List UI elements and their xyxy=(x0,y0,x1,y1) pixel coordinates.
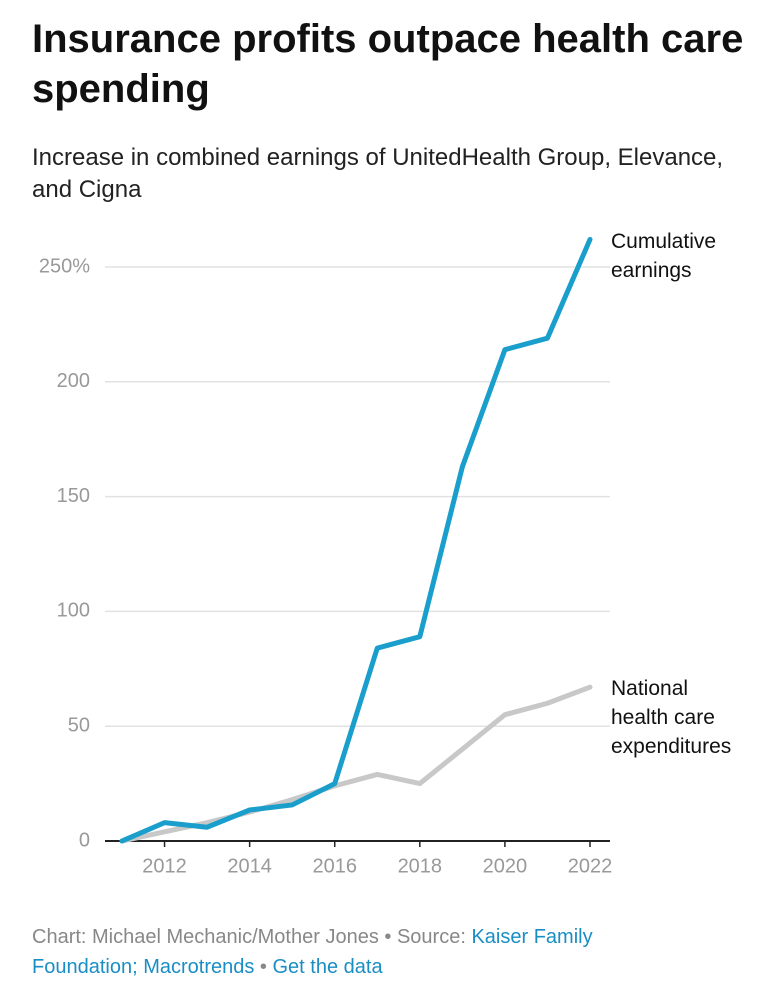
footer: Chart: Michael Mechanic/Mother Jones • S… xyxy=(32,922,692,982)
credit: Chart: Michael Mechanic/Mother Jones xyxy=(32,926,379,948)
data-link[interactable]: Get the data xyxy=(272,956,383,978)
source-label: Source: xyxy=(396,926,466,948)
x-tick-label: 2018 xyxy=(398,855,443,877)
x-tick-label: 2020 xyxy=(483,855,528,877)
series-line xyxy=(119,236,593,844)
separator: • xyxy=(384,926,392,948)
y-tick-label: 200 xyxy=(57,370,90,392)
x-tick-label: 2014 xyxy=(227,855,272,877)
series-label: Cumulative earnings xyxy=(611,230,717,282)
y-tick-label: 0 xyxy=(79,829,90,851)
chart-title: Insurance profits outpace health care sp… xyxy=(32,17,744,111)
x-tick-label: 2022 xyxy=(568,855,613,877)
y-tick-label: 250% xyxy=(39,255,90,277)
series-label: National health care expenditures xyxy=(611,677,732,758)
chart-subtitle: Increase in combined earnings of UnitedH… xyxy=(32,144,724,203)
y-tick-label: 50 xyxy=(68,714,90,736)
y-tick-label: 150 xyxy=(57,485,90,507)
separator: • xyxy=(259,956,267,978)
y-tick-label: 100 xyxy=(57,600,90,622)
source-link[interactable]: Kaiser Family Foundation; Macrotrends xyxy=(32,926,593,978)
x-tick-label: 2016 xyxy=(312,855,357,877)
x-tick-label: 2012 xyxy=(142,855,187,877)
